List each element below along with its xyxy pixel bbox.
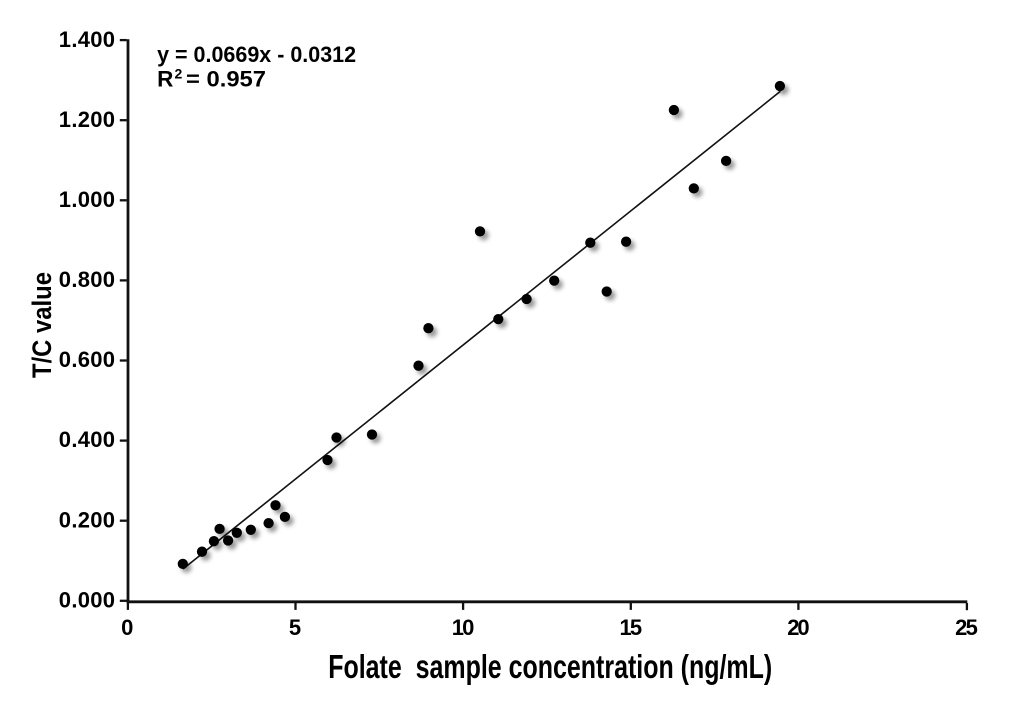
svg-text:0.200: 0.200 xyxy=(59,507,115,532)
svg-text:Folate sample concentration (: Folate sample concentration (ng/mL) xyxy=(328,648,772,685)
svg-text:1.200: 1.200 xyxy=(59,107,115,132)
svg-text:25: 25 xyxy=(955,615,978,640)
svg-text:5: 5 xyxy=(289,615,301,640)
svg-text:1.400: 1.400 xyxy=(59,27,115,52)
svg-text:1.000: 1.000 xyxy=(59,187,115,212)
svg-text:0.800: 0.800 xyxy=(59,267,115,292)
svg-text:0: 0 xyxy=(121,615,133,640)
svg-text:20: 20 xyxy=(787,615,809,640)
svg-text:10: 10 xyxy=(452,615,475,640)
svg-text:T/C value: T/C value xyxy=(27,272,57,378)
svg-text:2: 2 xyxy=(175,66,183,82)
svg-text:R: R xyxy=(157,67,173,92)
svg-text:0.000: 0.000 xyxy=(59,587,115,612)
svg-text:= 0.957: = 0.957 xyxy=(186,67,266,92)
svg-text:y = 0.0669x - 0.0312: y = 0.0669x - 0.0312 xyxy=(157,42,356,67)
svg-text:0.400: 0.400 xyxy=(59,427,115,452)
svg-text:0.600: 0.600 xyxy=(59,347,115,372)
svg-text:15: 15 xyxy=(620,615,643,640)
